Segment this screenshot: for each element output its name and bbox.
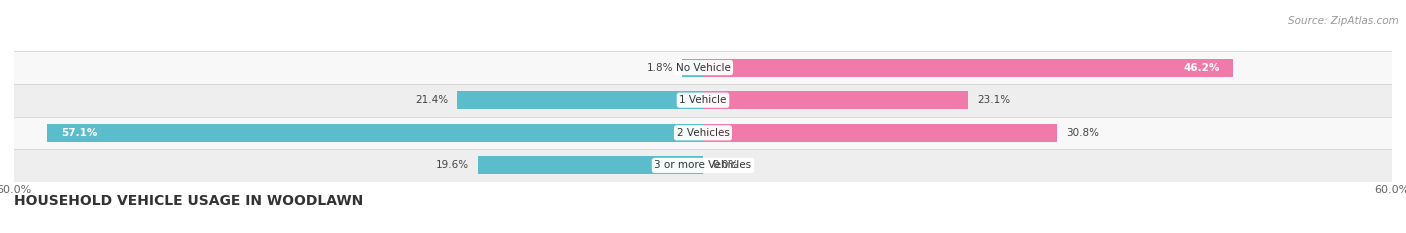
Bar <box>703 58 1233 76</box>
Text: 1 Vehicle: 1 Vehicle <box>679 95 727 105</box>
Legend: Owner-occupied, Renter-occupied: Owner-occupied, Renter-occupied <box>588 229 818 233</box>
Bar <box>14 84 1392 116</box>
Bar <box>14 116 1392 149</box>
Text: 57.1%: 57.1% <box>60 128 97 138</box>
Text: 19.6%: 19.6% <box>436 161 468 170</box>
Text: Source: ZipAtlas.com: Source: ZipAtlas.com <box>1288 16 1399 26</box>
Text: 30.8%: 30.8% <box>1066 128 1099 138</box>
Text: 2 Vehicles: 2 Vehicles <box>676 128 730 138</box>
Bar <box>682 58 703 76</box>
Bar <box>703 124 1057 142</box>
Text: HOUSEHOLD VEHICLE USAGE IN WOODLAWN: HOUSEHOLD VEHICLE USAGE IN WOODLAWN <box>14 194 363 208</box>
Text: 0.0%: 0.0% <box>713 161 738 170</box>
Text: 23.1%: 23.1% <box>977 95 1011 105</box>
Text: 21.4%: 21.4% <box>415 95 449 105</box>
Bar <box>478 157 703 174</box>
Bar <box>14 149 1392 182</box>
Text: 3 or more Vehicles: 3 or more Vehicles <box>654 161 752 170</box>
Text: 1.8%: 1.8% <box>647 63 673 72</box>
Bar <box>14 51 1392 84</box>
Bar <box>703 91 969 109</box>
Bar <box>457 91 703 109</box>
Bar <box>48 124 703 142</box>
Text: No Vehicle: No Vehicle <box>675 63 731 72</box>
Text: 46.2%: 46.2% <box>1184 63 1219 72</box>
